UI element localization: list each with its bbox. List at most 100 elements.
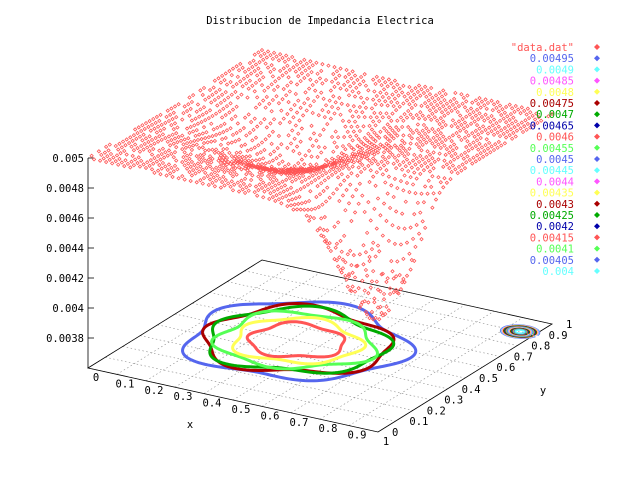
- surface-point: [259, 47, 265, 53]
- surface-point: [430, 126, 435, 132]
- surface-point: [265, 173, 271, 179]
- surface-point: [410, 130, 416, 136]
- grid-line: [244, 270, 535, 336]
- x-tick-label: 0.7: [290, 417, 309, 429]
- surface-point: [454, 130, 459, 136]
- surface-point: [205, 140, 210, 145]
- surface-point: [248, 147, 254, 152]
- surface-point: [129, 159, 134, 164]
- legend-marker: [594, 223, 600, 230]
- surface-point: [218, 142, 224, 148]
- surface-point: [474, 107, 480, 112]
- surface-point: [395, 158, 400, 164]
- surface-point: [148, 157, 153, 163]
- surface-point: [345, 102, 350, 108]
- surface-point: [381, 163, 387, 168]
- surface-point: [137, 164, 143, 169]
- surface-point: [361, 124, 366, 129]
- surface-point: [546, 114, 551, 119]
- surface-point: [124, 152, 129, 157]
- surface-point: [161, 126, 167, 131]
- surface-point: [375, 162, 381, 167]
- surface-point: [329, 134, 335, 140]
- surface-point: [419, 87, 424, 92]
- surface-point: [181, 110, 186, 116]
- surface-point: [363, 267, 369, 273]
- surface-point: [314, 171, 319, 176]
- surface-point: [182, 163, 187, 168]
- surface-point: [230, 188, 236, 193]
- surface-point: [403, 164, 408, 169]
- surface-point: [375, 287, 381, 292]
- surface-point: [349, 124, 354, 129]
- surface-point: [110, 161, 115, 166]
- surface-point: [192, 162, 197, 168]
- surface-point: [480, 154, 486, 159]
- surface-point: [218, 80, 224, 85]
- surface-point: [226, 159, 231, 165]
- surface-point: [346, 93, 352, 98]
- surface-point: [268, 176, 273, 182]
- surface-point: [442, 113, 447, 118]
- surface-point: [96, 149, 102, 154]
- surface-point: [519, 105, 524, 110]
- surface-point: [192, 123, 197, 128]
- surface-point: [291, 207, 296, 212]
- surface-point: [229, 140, 234, 145]
- surface-point: [350, 194, 355, 199]
- surface-point: [418, 110, 423, 115]
- surface-point: [146, 139, 151, 145]
- surface-point: [170, 116, 175, 122]
- surface-point: [300, 64, 306, 69]
- surface-point: [314, 60, 319, 65]
- surface-point: [189, 173, 195, 178]
- surface-point: [333, 100, 338, 105]
- surface-point: [385, 84, 390, 89]
- surface-point: [331, 167, 336, 172]
- surface-point: [267, 181, 272, 187]
- surface-point: [273, 198, 278, 204]
- surface-point: [356, 149, 361, 154]
- surface-point: [268, 69, 273, 75]
- surface-point: [335, 264, 341, 269]
- surface-point: [209, 172, 214, 177]
- surface-point: [258, 120, 263, 126]
- surface-point: [367, 149, 372, 154]
- surface-point: [425, 191, 430, 196]
- surface-point: [476, 117, 481, 122]
- surface-point: [158, 157, 163, 162]
- surface-point: [153, 120, 158, 126]
- surface-point: [322, 239, 327, 244]
- surface-point: [241, 181, 247, 187]
- surface-point: [392, 155, 398, 160]
- y-tick-label: 0.4: [462, 384, 481, 396]
- surface-point: [223, 112, 228, 118]
- surface-point: [141, 147, 146, 152]
- surface-point: [407, 189, 412, 195]
- surface-point: [311, 131, 317, 136]
- surface-point: [299, 71, 305, 76]
- surface-point: [422, 100, 428, 106]
- surface-point: [344, 67, 349, 73]
- surface-point: [357, 305, 363, 310]
- surface-point: [528, 110, 533, 115]
- surface-point: [372, 296, 377, 301]
- surface-point: [447, 150, 452, 155]
- surface-point: [418, 93, 423, 98]
- surface-point: [408, 174, 413, 180]
- surface-point: [393, 287, 399, 293]
- surface-point: [338, 238, 343, 244]
- surface-point: [340, 193, 346, 198]
- surface-point: [273, 171, 278, 176]
- surface-point: [174, 114, 179, 120]
- legend-label: 0.00425: [530, 210, 574, 222]
- surface-point: [120, 139, 126, 144]
- surface-point: [338, 66, 343, 71]
- surface-point: [369, 279, 375, 284]
- surface-point: [197, 169, 202, 174]
- surface-point: [414, 141, 419, 147]
- surface-point: [293, 69, 298, 74]
- surface-point: [413, 244, 418, 250]
- surface-point: [448, 176, 453, 182]
- surface-point: [344, 87, 349, 93]
